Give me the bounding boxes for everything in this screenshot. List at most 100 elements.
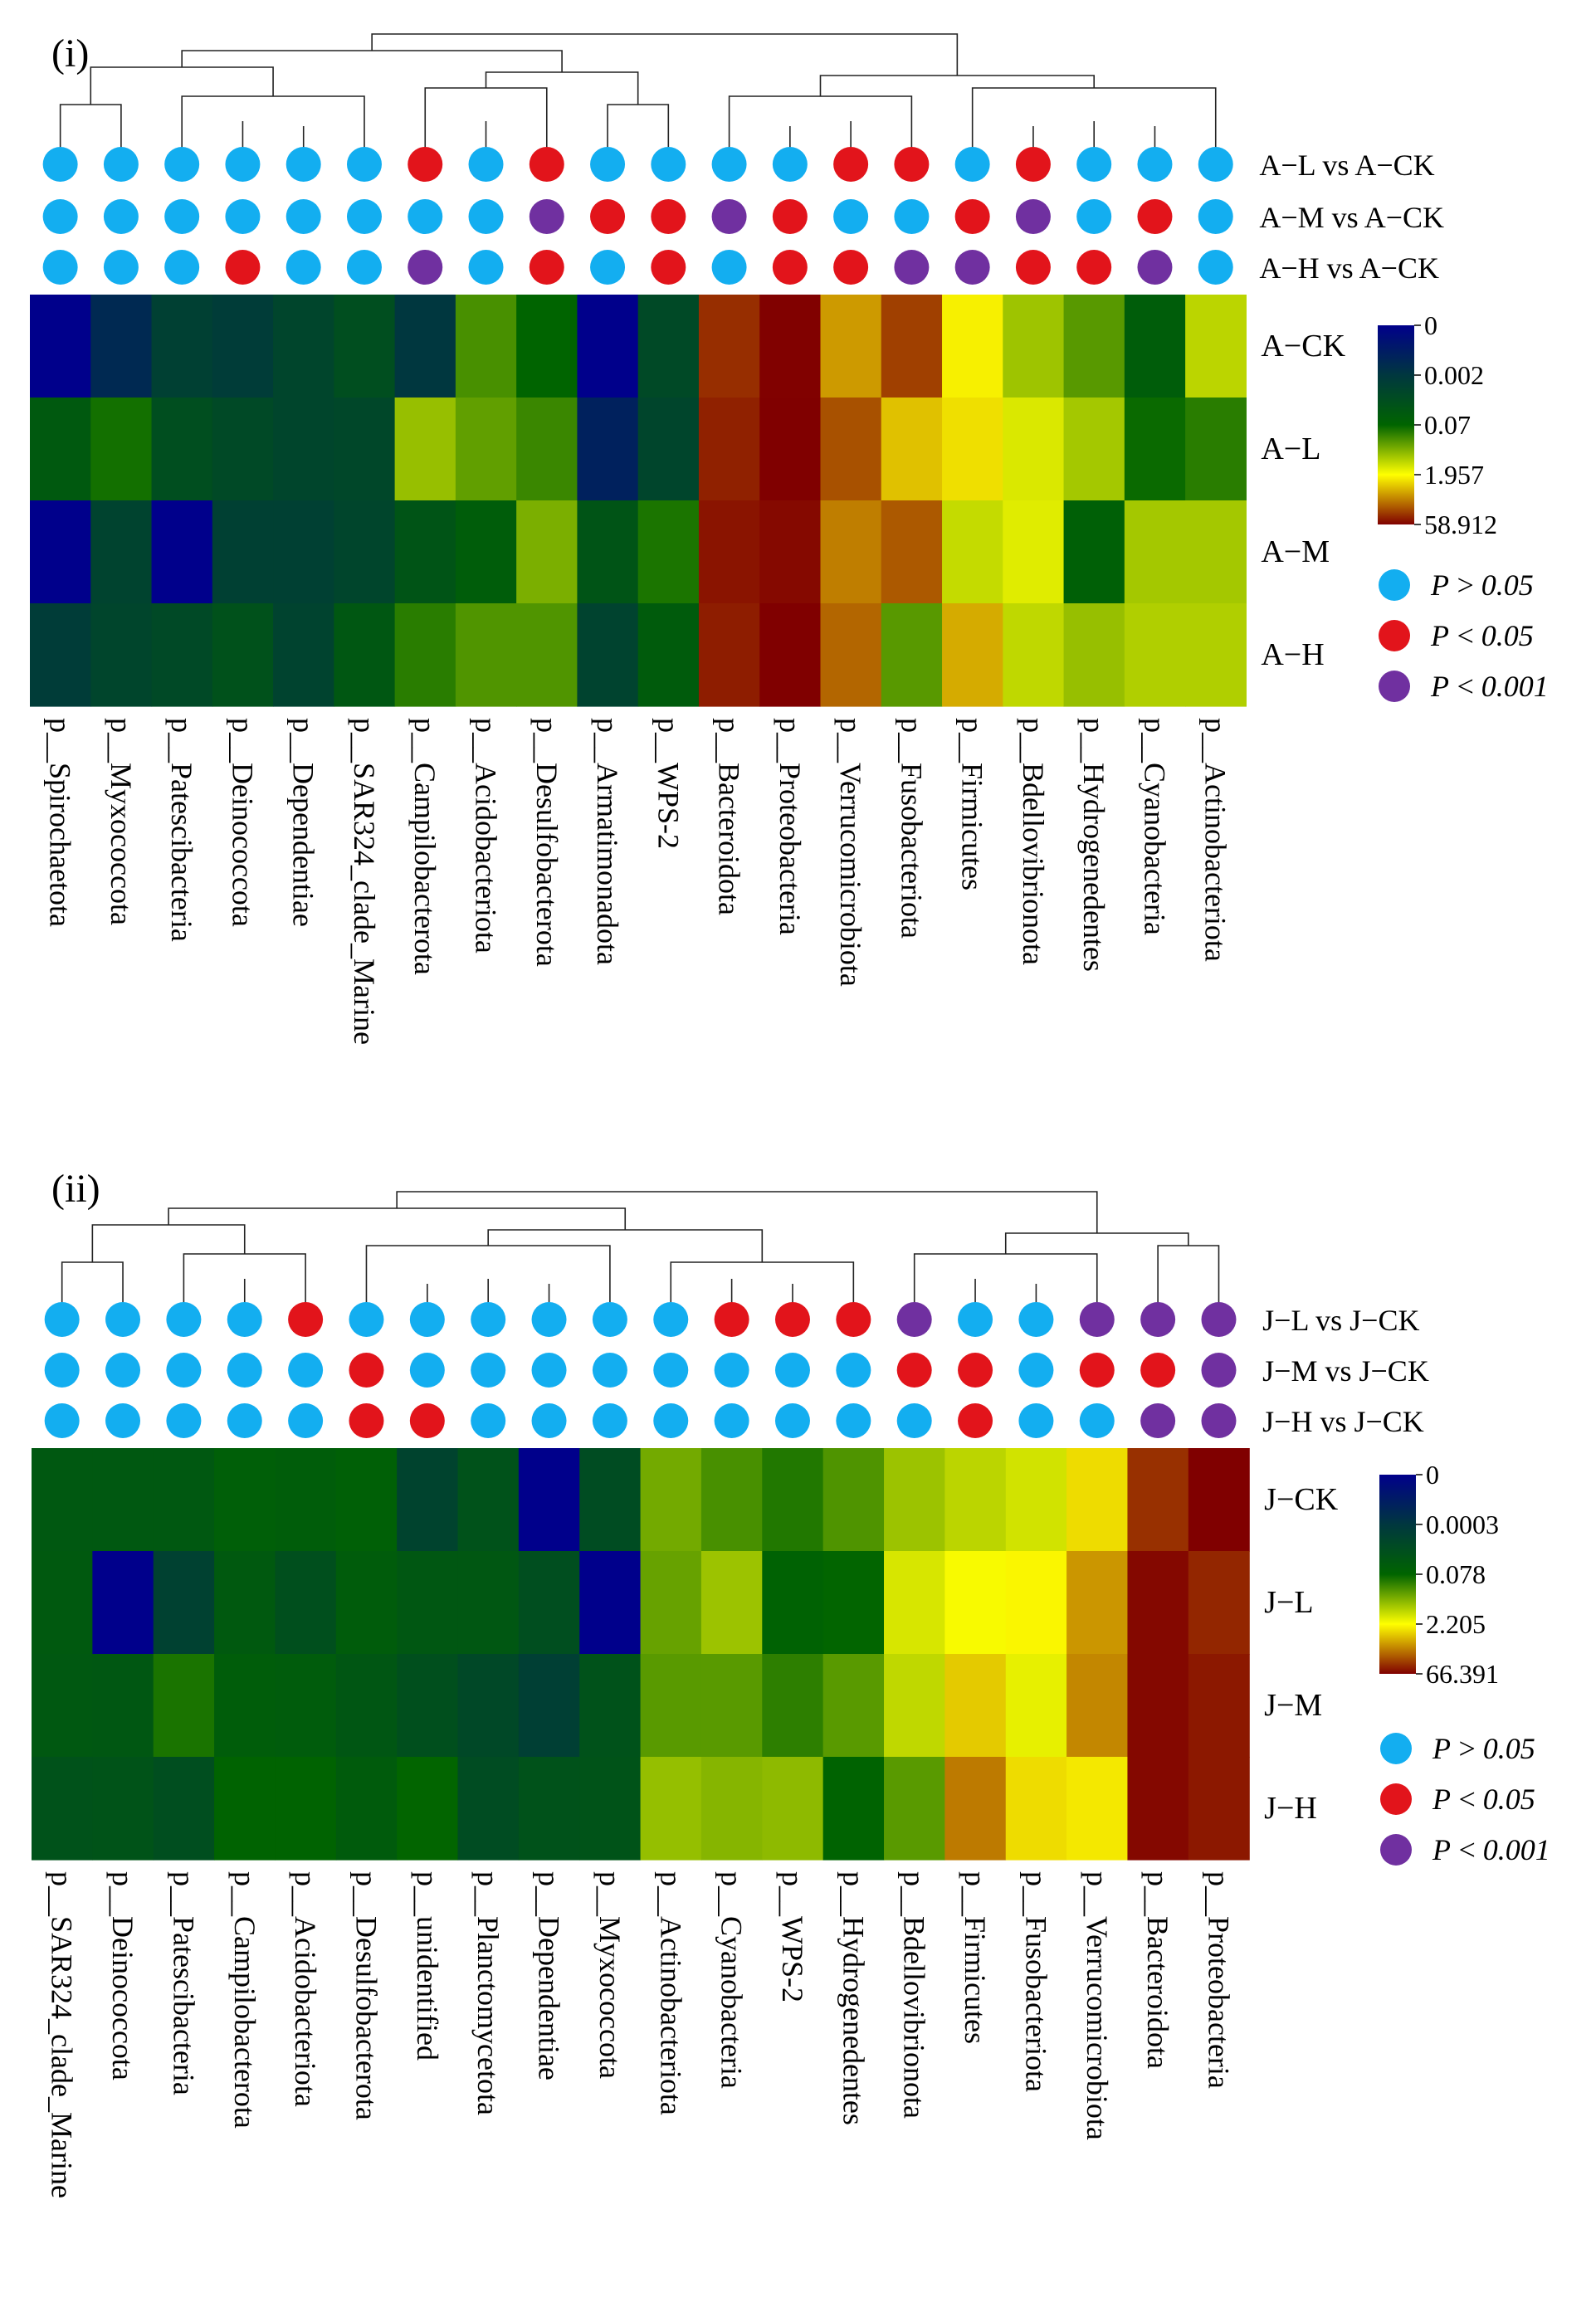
panel-1-sig-dot [772, 199, 808, 234]
panel-2-heatmap-cell [214, 1448, 276, 1552]
panel-2-heatmap-cell [579, 1757, 642, 1861]
panel-1-sig-dot [346, 250, 382, 285]
panel-1: (i) A−L vs A−CK A−M vs A−CK A−H vs A−CK A−CK… [30, 32, 1549, 1045]
panel-2-sig-dot [714, 1403, 749, 1438]
panel-2-heatmap-cell [1066, 1551, 1129, 1655]
panel-1-heatmap-cell [759, 603, 822, 707]
panel-2-heatmap-cell [1127, 1757, 1189, 1861]
panel-1-sig-dot [651, 250, 686, 285]
panel-1-heatmap-cell [334, 500, 396, 604]
panel-1-sig-dot [346, 199, 382, 234]
panel-1-heatmap-cell [1063, 398, 1125, 501]
panel-2-column-label: p__Bacteroidota [1141, 1871, 1174, 2069]
panel-2-comparison-label: J−H vs J−CK [1262, 1405, 1424, 1438]
panel-2-sig-dot [958, 1353, 993, 1388]
panel-2-sig-dot [896, 1403, 932, 1438]
panel-2-sig-dot [105, 1403, 141, 1438]
panel-1-column-label: p__Patescibacteria [165, 718, 198, 942]
panel-2-heatmap-cell [275, 1448, 337, 1552]
panel-1-sig-dot [833, 250, 869, 285]
panel-1-sig-dot [711, 199, 747, 234]
panel-2-heatmap-cell [92, 1757, 154, 1861]
panel-1-dendrogram [59, 33, 1217, 148]
panel-1-heatmap-cell [151, 398, 213, 501]
panel-2-heatmap-cell [153, 1654, 215, 1758]
panel-1-sig-dot [42, 199, 78, 234]
panel-1-sig-dot [1137, 147, 1173, 182]
panel-1-sig-dot [711, 250, 747, 285]
panel-1-column-label: p__Deinococcota [226, 718, 259, 927]
panel-1-heatmap-cell [577, 295, 639, 398]
panel-1-sig-dot [164, 147, 200, 182]
panel-1-heatmap-cell [698, 500, 760, 604]
panel-2-heatmap-cell [1066, 1757, 1129, 1861]
panel-2-sig-dot [836, 1302, 871, 1337]
panel-2-heatmap-cell [518, 1551, 580, 1655]
panel-2-heatmap-cell [762, 1654, 824, 1758]
panel-2-legend-label: P < 0.05 [1432, 1783, 1535, 1816]
panel-1-sig-dot [103, 199, 139, 234]
panel-2-sig-dot [471, 1302, 506, 1337]
panel-1-heatmap-cell [334, 603, 396, 707]
panel-1-sig-dot [1015, 199, 1051, 234]
panel-1-sig-dot [651, 199, 686, 234]
panel-2-heatmap-cell [822, 1551, 885, 1655]
panel-2-sig-dot [1201, 1403, 1237, 1438]
panel-1-column-label: p__WPS-2 [652, 718, 685, 849]
panel-2-sig-dot [471, 1403, 506, 1438]
panel-1-sig-dot [286, 199, 321, 234]
panel-1-sig-dot [164, 199, 200, 234]
panel-2-sig-dot [166, 1403, 202, 1438]
panel-2-heatmap-cell [640, 1448, 702, 1552]
panel-2-sig-dot [227, 1353, 262, 1388]
panel-1-sig-dot [286, 147, 321, 182]
panel-2-heatmap-cell [1005, 1448, 1067, 1552]
panel-2-sig-dot [409, 1403, 445, 1438]
panel-2-heatmap-cell [397, 1757, 459, 1861]
panel-1-sig-dot [1015, 250, 1051, 285]
panel-2-legend-dot [1380, 1733, 1412, 1764]
panel-2-heatmap-cell [884, 1757, 945, 1861]
panel-2-heatmap-cell [335, 1448, 398, 1552]
panel-1-heatmap-cell [698, 603, 760, 707]
panel-1-column-label: p__Dependentiae [287, 718, 320, 927]
panel-2-row-label: J−CK [1264, 1482, 1339, 1517]
panel-2-heatmap-cell [884, 1448, 945, 1552]
panel-1-sig-dot [833, 147, 869, 182]
panel-1-row-label: A−L [1261, 432, 1320, 466]
panel-2-sig-dot [288, 1302, 324, 1337]
panel-1-column-label: p__Fusobacteriota [895, 718, 928, 939]
panel-2-row-label: J−H [1264, 1791, 1317, 1826]
panel-2-heatmap-cell [700, 1551, 763, 1655]
panel-1-heatmap-cell [151, 500, 213, 604]
panel-2-heatmap-cell [275, 1551, 337, 1655]
panel-1-column-label: p__Actinobacteriota [1199, 718, 1232, 962]
panel-2-sig-dot [836, 1403, 871, 1438]
panel-2-heatmap-cell [397, 1654, 459, 1758]
panel-1-column-label: p__Cyanobacteria [1138, 718, 1171, 935]
panel-2-sig-dot [774, 1403, 810, 1438]
panel-1-sig-dot [590, 147, 626, 182]
panel-2-heatmap-cell [457, 1448, 520, 1552]
panel-2-heatmap-cell [32, 1654, 93, 1758]
panel-1-sig-dot [590, 250, 626, 285]
panel-2-heatmap-cell [92, 1551, 154, 1655]
panel-1-legend-dot [1379, 569, 1410, 601]
panel-2-heatmap-cell [700, 1448, 763, 1552]
panel-1-heatmap-cell [1003, 295, 1065, 398]
panel-2-heatmap-cell [153, 1757, 215, 1861]
panel-1-column-label: p__Hydrogenedentes [1077, 718, 1110, 972]
panel-1-heatmap-cell [90, 500, 153, 604]
panel-1-row-label: A−H [1261, 637, 1324, 672]
panel-1-heatmap-cell [273, 398, 334, 501]
panel-1-heatmap-cell [212, 295, 274, 398]
panel-1-heatmap-cell [516, 398, 578, 501]
panel-2-heatmap-cell [884, 1551, 945, 1655]
panel-1-label: (i) [51, 32, 89, 76]
panel-2-heatmap-cell [1188, 1448, 1250, 1552]
panel-2-heatmap-cell [457, 1551, 520, 1655]
panel-2-sig-dot [653, 1302, 689, 1337]
panel-2-heatmap-cell [762, 1757, 824, 1861]
panel-2-sig-dot [105, 1302, 141, 1337]
panel-2-sig-dot [227, 1403, 262, 1438]
